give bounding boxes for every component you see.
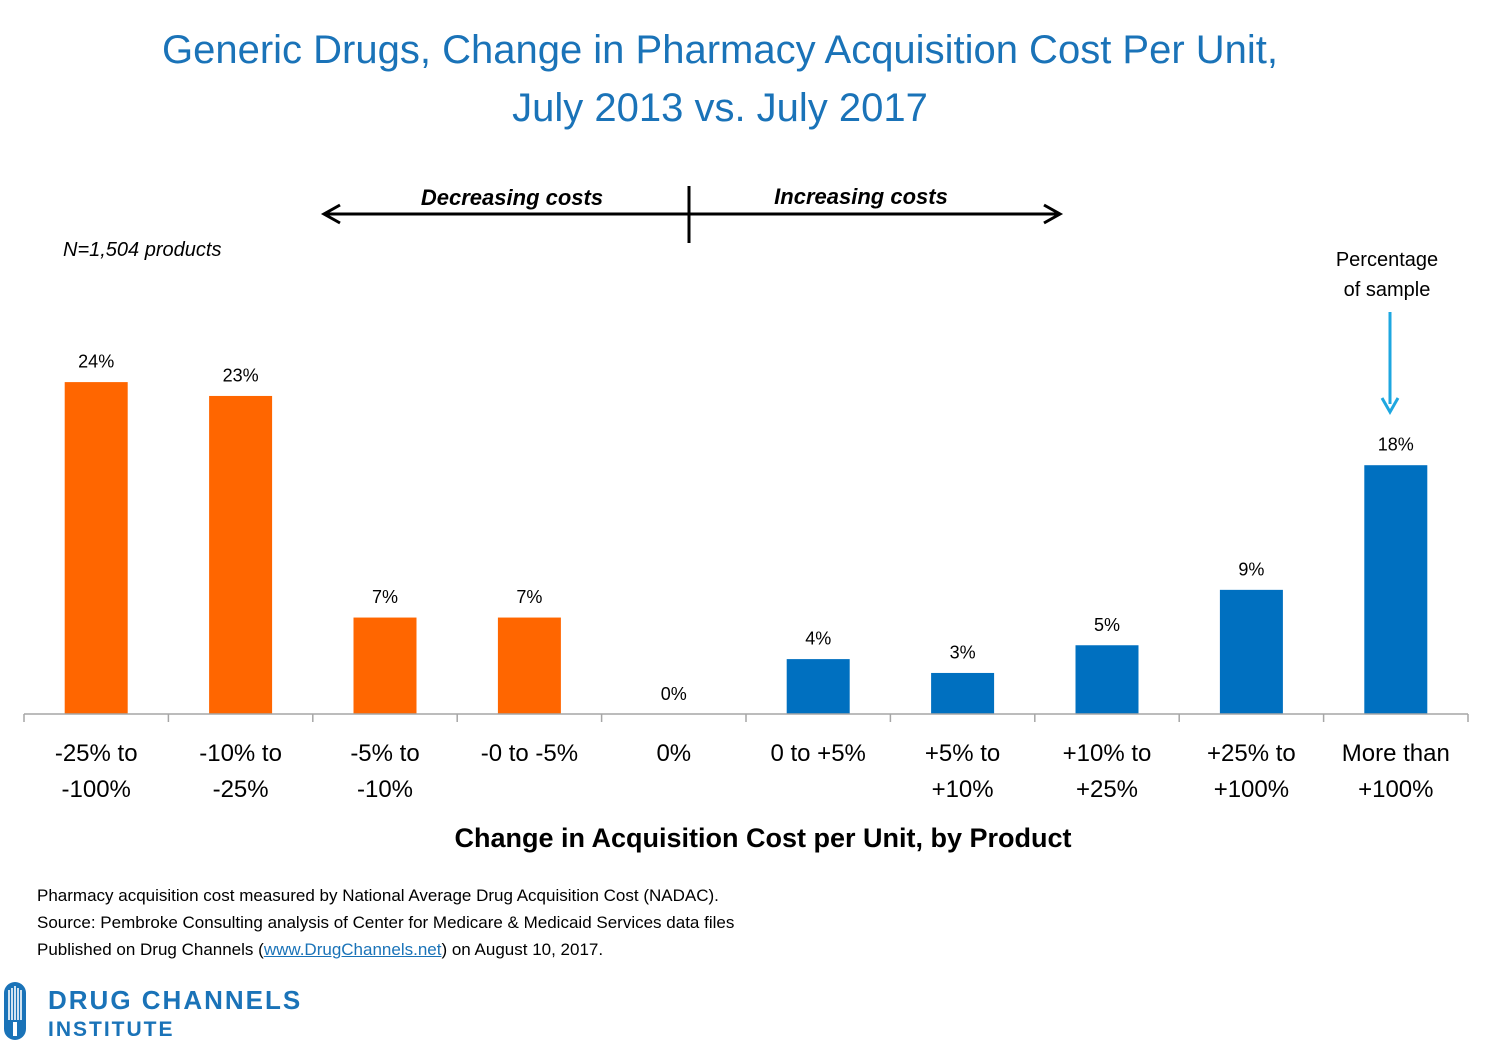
bar-value-label: 5% (1094, 615, 1120, 635)
bar-value-label: 24% (78, 352, 114, 372)
left-arrowhead (320, 203, 341, 225)
category-tick-label: 0 to +5% (770, 740, 865, 767)
decreasing-costs-label: Decreasing costs (421, 185, 603, 210)
category-tick-label: -5% to (350, 740, 419, 767)
category-tick-label: -100% (62, 776, 131, 803)
bar-value-label: 3% (950, 642, 976, 662)
bar (1218, 588, 1284, 715)
bar (352, 616, 418, 715)
category-tick-label: 0% (656, 740, 691, 767)
category-tick-label: -0 to -5% (481, 740, 578, 767)
category-tick-label: +25% (1076, 776, 1138, 803)
footer-line3-prefix: Published on Drug Channels ( (37, 940, 264, 959)
percentage-annotation: Percentage of sample (1312, 245, 1462, 305)
annotation-arrowhead (1380, 397, 1400, 416)
bar (785, 658, 851, 715)
category-tick-label: -10% (357, 776, 413, 803)
drugchannels-link[interactable]: www.DrugChannels.net (263, 940, 442, 959)
category-tick-label: +5% to (925, 740, 1000, 767)
category-tick-label: More than (1342, 740, 1450, 767)
annotation-line1: Percentage (1335, 249, 1439, 271)
bar (1363, 464, 1429, 715)
category-tick-label: +25% to (1207, 740, 1296, 767)
bar-value-label: 9% (1238, 559, 1264, 579)
category-tick-label: +10% to (1063, 740, 1152, 767)
footer-line1: Pharmacy acquisition cost measured by Na… (37, 886, 719, 905)
bar-value-label: 7% (372, 587, 398, 607)
bar-value-label: 23% (223, 365, 259, 385)
category-tick-label: -25% to (55, 740, 138, 767)
x-axis-label: Change in Acquisition Cost per Unit, by … (454, 823, 1071, 853)
logo-icon (4, 982, 26, 1040)
bar-value-label: 18% (1378, 435, 1414, 455)
footer-line3-suffix: ) on August 10, 2017. (441, 940, 604, 959)
increasing-costs-label: Increasing costs (774, 184, 948, 209)
bars-group: 24% 23% 7% 7% 0% 4% 3% 5% 9% 18% (63, 352, 1429, 715)
category-tick-label: +10% (932, 776, 994, 803)
logo-subtitle: INSTITUTE (48, 1018, 175, 1041)
bar (208, 394, 274, 715)
sample-size-note: N=1,504 products (63, 239, 222, 261)
logo-title: DRUG CHANNELS (48, 985, 303, 1015)
bar-value-label: 4% (805, 629, 831, 649)
footer-line2: Source: Pembroke Consulting analysis of … (37, 913, 735, 932)
annotation-arrow (1380, 312, 1400, 416)
category-tick-label: -10% to (199, 740, 282, 767)
bar-value-label: 0% (661, 684, 687, 704)
category-tick-label: -25% (213, 776, 269, 803)
bar (930, 671, 996, 715)
chart-title-line2: July 2013 vs. July 2017 (512, 86, 928, 130)
bar (1074, 644, 1140, 715)
footer-line3: Published on Drug Channels (www.DrugChan… (37, 936, 734, 963)
category-tick-label: +100% (1358, 776, 1433, 803)
bar-value-label: 7% (516, 587, 542, 607)
x-axis: -25% to -100% -10% to -25% -5% to -10% -0 to -… (23, 713, 1469, 803)
direction-arrows (320, 186, 1064, 243)
bar (496, 616, 562, 715)
annotation-line2: of sample (1343, 279, 1431, 301)
chart-title-line1: Generic Drugs, Change in Pharmacy Acquis… (161, 28, 1279, 72)
footer-notes: Pharmacy acquisition cost measured by Na… (37, 882, 734, 963)
bar (63, 381, 129, 715)
category-tick-label: +100% (1214, 776, 1289, 803)
right-arrowhead (1043, 203, 1064, 225)
